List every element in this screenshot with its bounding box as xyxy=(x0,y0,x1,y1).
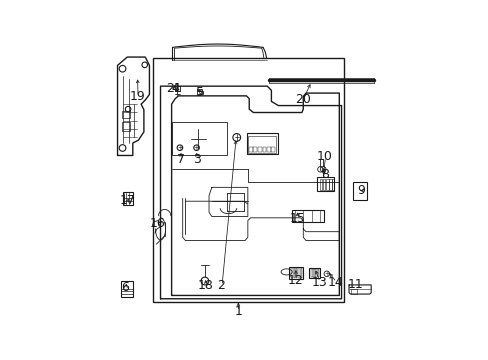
Text: 6: 6 xyxy=(121,281,129,294)
Bar xyxy=(323,179,325,190)
Bar xyxy=(249,147,252,152)
Text: 13: 13 xyxy=(311,276,326,289)
Bar xyxy=(320,179,322,190)
Bar xyxy=(313,269,314,278)
Bar xyxy=(328,179,331,190)
Bar xyxy=(258,147,261,152)
Text: 1: 1 xyxy=(234,305,242,318)
Bar xyxy=(325,179,328,190)
Bar xyxy=(308,268,320,278)
Bar xyxy=(315,269,317,278)
Bar xyxy=(153,58,344,302)
Bar xyxy=(171,122,226,156)
Bar xyxy=(297,268,299,278)
Bar xyxy=(295,268,297,278)
Bar xyxy=(247,133,277,154)
Text: 20: 20 xyxy=(294,93,310,106)
Text: 17: 17 xyxy=(119,194,135,207)
Bar xyxy=(310,269,312,278)
Bar xyxy=(331,179,333,190)
Text: 18: 18 xyxy=(197,279,213,292)
Bar xyxy=(248,135,276,153)
Bar xyxy=(291,210,323,222)
Text: 10: 10 xyxy=(316,150,332,163)
Text: 16: 16 xyxy=(149,217,165,230)
Bar xyxy=(122,192,133,205)
Bar xyxy=(253,147,256,152)
Text: 9: 9 xyxy=(356,184,364,197)
Text: 21: 21 xyxy=(165,82,181,95)
Text: +: + xyxy=(323,271,329,277)
Text: 2: 2 xyxy=(217,279,225,292)
Text: 11: 11 xyxy=(347,278,363,291)
Text: 14: 14 xyxy=(327,276,343,289)
Bar xyxy=(175,86,180,91)
Bar xyxy=(267,147,270,152)
Text: 12: 12 xyxy=(287,274,303,287)
Bar xyxy=(352,182,366,200)
Text: 19: 19 xyxy=(129,90,145,103)
Text: +: + xyxy=(193,145,199,151)
Text: 15: 15 xyxy=(289,212,305,225)
Bar xyxy=(197,90,202,91)
Bar xyxy=(271,147,274,152)
Bar xyxy=(122,122,130,131)
Text: 8: 8 xyxy=(320,168,328,181)
Text: 4: 4 xyxy=(171,82,179,95)
Bar xyxy=(317,269,319,278)
Text: 7: 7 xyxy=(176,153,184,166)
Text: 5: 5 xyxy=(196,86,204,99)
Text: 3: 3 xyxy=(192,153,200,166)
Bar xyxy=(263,147,266,152)
Bar xyxy=(300,268,302,278)
Bar xyxy=(196,91,203,94)
Bar xyxy=(350,289,356,293)
Bar xyxy=(122,111,130,118)
Bar xyxy=(288,267,302,279)
Bar xyxy=(290,268,292,278)
Text: +: + xyxy=(177,145,183,151)
Bar xyxy=(317,177,334,191)
Bar xyxy=(293,268,295,278)
Bar xyxy=(121,281,132,297)
